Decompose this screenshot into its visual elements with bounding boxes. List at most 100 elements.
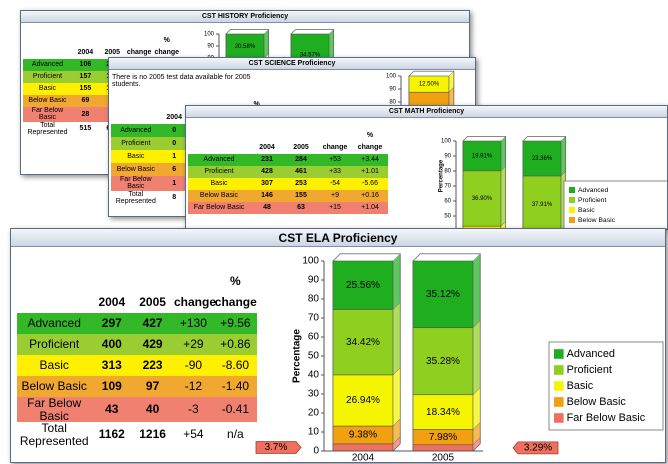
- y-tick-label: 50: [308, 351, 320, 362]
- score-table: % 2004 2005 change change Advanced 297 427 +130 +…: [17, 271, 257, 447]
- cell: +15: [329, 204, 341, 212]
- cell: 155: [79, 85, 92, 93]
- cell: -8.60: [221, 358, 250, 373]
- bar-side: [500, 221, 506, 229]
- value-label: 7.98%: [429, 432, 457, 443]
- value-label: 25.56%: [346, 280, 380, 291]
- score-table: % 2004 2005 change change Advanced 231 284 +53 +3…: [188, 130, 388, 214]
- x-tick-label: 2005: [432, 453, 455, 463]
- legend-swatch: [569, 207, 575, 213]
- cell: +53: [329, 156, 341, 164]
- table-row: Total Represented 8: [111, 191, 271, 206]
- cell: -54: [329, 180, 341, 188]
- card-title: CST HISTORY Proficiency: [21, 11, 469, 23]
- y-tick-label: 100: [204, 32, 215, 38]
- cell: 307: [261, 180, 273, 188]
- row-label: Total Represented: [27, 121, 68, 137]
- header-row: 2004 2005 change change: [188, 142, 388, 154]
- y-tick-label: 90: [389, 87, 396, 93]
- legend-label: Far Below Basic: [567, 412, 646, 424]
- y-tick-label: 50: [444, 214, 451, 220]
- header: change: [173, 295, 216, 310]
- header-row: %: [111, 98, 271, 111]
- legend-swatch: [569, 217, 575, 223]
- cell: 146: [261, 192, 273, 200]
- table-row: Below Basic 109 97 -12 -1.40: [17, 376, 257, 397]
- row-label: Basic: [39, 358, 69, 373]
- legend-swatch: [554, 397, 564, 407]
- value-label: 23.36%: [532, 156, 553, 162]
- y-tick-label: 100: [386, 74, 397, 80]
- header: change: [322, 144, 348, 152]
- row-label: Proficient: [29, 337, 80, 352]
- table-row: Advanced 231 284 +53 +3.44: [188, 154, 388, 166]
- row-label: Basic: [210, 180, 228, 188]
- row-label: Far Below Basic: [27, 396, 82, 423]
- value-label: 35.28%: [426, 356, 460, 367]
- row-label: Below Basic: [116, 165, 155, 173]
- legend-swatch: [554, 413, 564, 423]
- legend-box: [563, 180, 667, 229]
- cell: 43: [105, 402, 119, 417]
- chart: 0 10 20 30 40 50 60 70 80 90 100 Percentage 25.56% 34…: [255, 253, 664, 463]
- bar-segment: [462, 170, 502, 227]
- bar-segment: [462, 140, 502, 172]
- legend-label: Proficient: [567, 364, 612, 376]
- legend-label: Basic: [567, 380, 594, 392]
- y-tick-label: 80: [444, 169, 451, 175]
- cell: +1.04: [361, 204, 379, 212]
- value-label: 37.91%: [532, 202, 553, 208]
- cell: 1: [172, 152, 177, 160]
- y-tick-label: 70: [444, 184, 451, 190]
- cell: 69: [81, 97, 90, 105]
- cell: 40: [145, 402, 160, 417]
- y-tick-label: 90: [207, 44, 214, 50]
- note: There is no 2005 test data available for…: [112, 74, 251, 88]
- table-row: Basic 313 223 -90 -8.60: [17, 355, 257, 376]
- y-tick-label: 80: [389, 100, 396, 106]
- cell: 1216: [139, 427, 166, 442]
- callout: [255, 441, 302, 454]
- report-card: CST ELA Proficiency% 2004 2005 change change…: [10, 228, 666, 463]
- row-label: Advanced: [27, 316, 81, 331]
- table-row: Proficient 428 461 +33 +1.01: [188, 166, 388, 178]
- bar-segment: [332, 443, 394, 452]
- legend-swatch: [569, 187, 575, 193]
- y-tick-label: 80: [308, 294, 320, 305]
- cell: 0: [172, 139, 177, 147]
- bar-segment: [412, 394, 474, 430]
- cell: 157: [79, 73, 92, 81]
- cell: +29: [183, 337, 204, 352]
- header: change: [357, 144, 383, 152]
- cell: 284: [295, 156, 307, 164]
- cell: +0.16: [361, 192, 379, 200]
- value-label: 34.42%: [346, 337, 380, 348]
- y-axis-label: Percentage: [292, 329, 303, 383]
- bar-side: [560, 135, 566, 177]
- card-title: CST MATH Proficiency: [186, 106, 667, 118]
- value-label: 18.34%: [426, 407, 460, 418]
- cell: 231: [261, 156, 273, 164]
- legend-swatch: [554, 349, 564, 359]
- cell: 1: [172, 179, 177, 187]
- y-tick-label: 20: [308, 408, 320, 419]
- cell: +1.01: [361, 168, 379, 176]
- y-tick-label: 60: [444, 199, 451, 205]
- row-label: Far Below Basic: [193, 204, 245, 212]
- row-label: Total Represented: [115, 190, 156, 206]
- cell: 155: [295, 192, 307, 200]
- cell: 0: [172, 126, 177, 134]
- legend-label: Proficient: [578, 197, 606, 204]
- legend-label: Advanced: [578, 187, 608, 194]
- y-axis-label: Percentage: [439, 159, 445, 192]
- value-label: 20.58%: [235, 44, 256, 50]
- cell: 461: [295, 168, 307, 176]
- row-label: Below Basic: [21, 379, 87, 394]
- cell: 63: [297, 204, 305, 212]
- row-label: Far Below Basic: [120, 176, 152, 191]
- cell: 109: [101, 379, 122, 394]
- value-label: 36.90%: [472, 196, 493, 202]
- legend-swatch: [554, 365, 564, 375]
- row-label: Basic: [38, 85, 57, 93]
- legend-swatch: [554, 381, 564, 391]
